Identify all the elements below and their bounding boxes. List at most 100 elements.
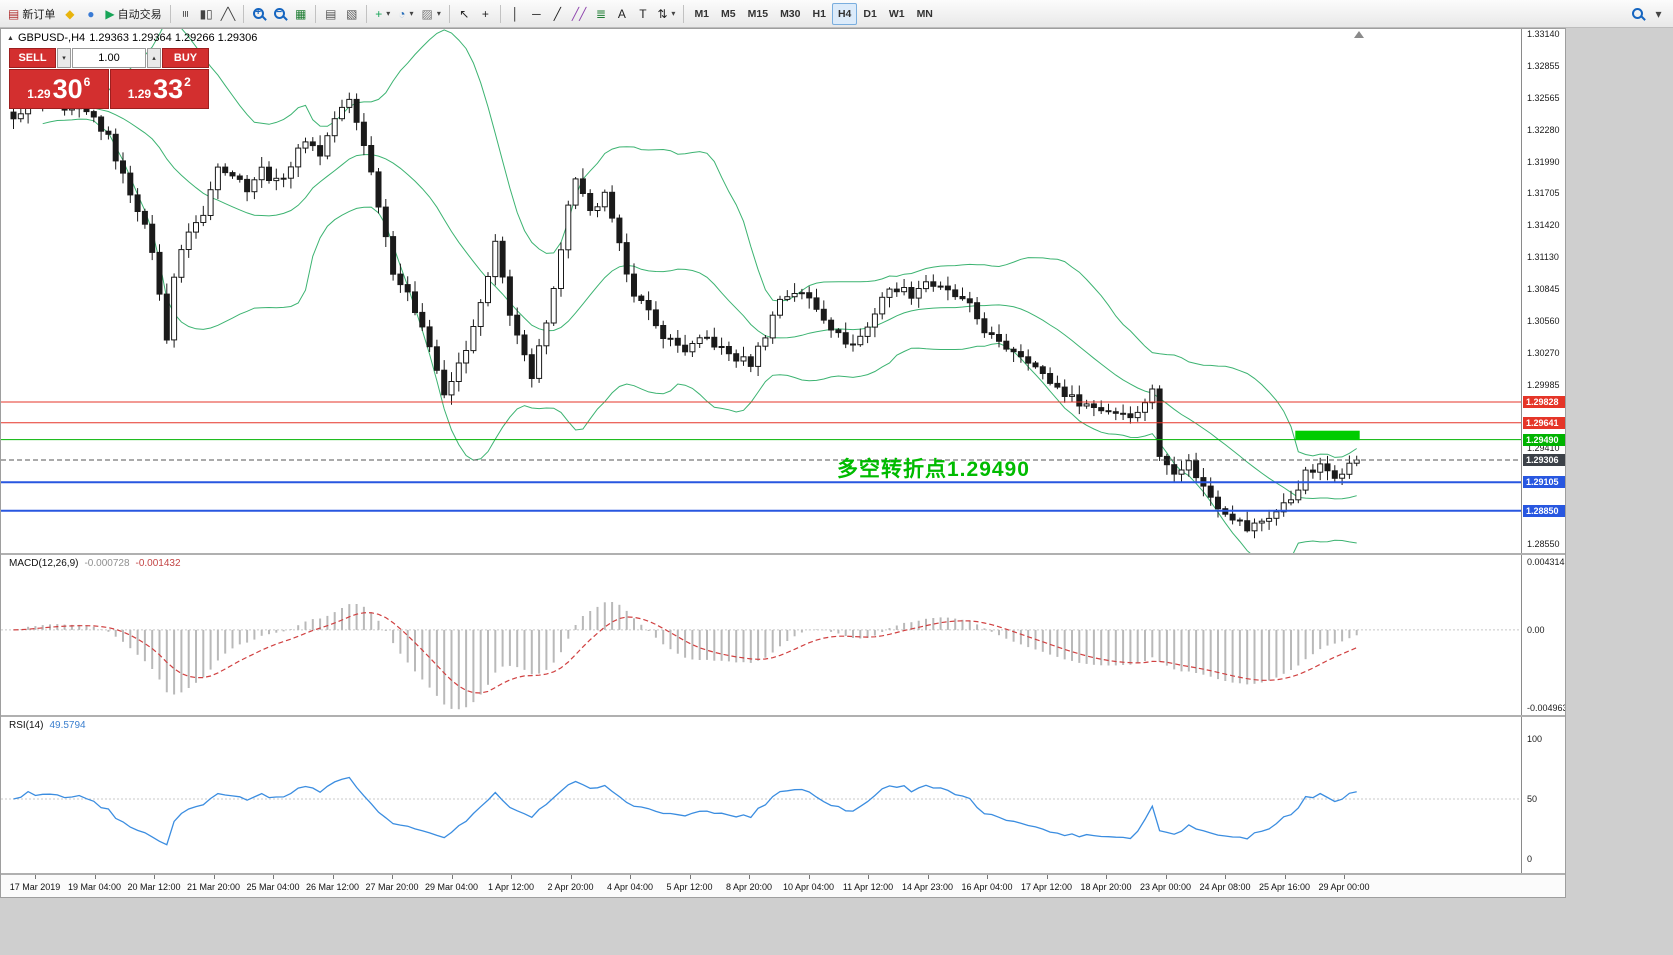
date-tick [749,875,750,879]
cascade-windows-button[interactable]: ▧ [341,3,362,25]
sell-dropdown-button[interactable]: ▾ [57,48,71,68]
price-tick-label: 1.28550 [1527,539,1560,549]
vertical-line-icon: │ [511,6,520,21]
vertical-line-button[interactable]: │ [505,3,526,25]
templates-button[interactable]: ▨ ▾ [418,3,445,25]
chart-annotation-text[interactable]: 多空转折点1.29490 [837,458,1030,481]
buy-price-small: 1.29 [127,87,152,102]
date-axis-label: 23 Apr 00:00 [1139,882,1192,892]
timeframe-d1-button[interactable]: D1 [863,7,877,20]
tile-windows-button[interactable]: ▤ [320,3,341,25]
zoom-in-button[interactable] [248,3,269,25]
horizontal-line-button[interactable]: ─ [526,3,547,25]
price-tick-label: 1.31130 [1527,252,1559,263]
autotrading-button[interactable]: ▶ 自动交易 [101,3,165,25]
macd-main-value: -0.000728 [84,558,130,569]
workspace-background [1566,28,1673,955]
panel-splitter[interactable] [1,715,1565,717]
horizontal-line-icon: ─ [532,6,541,21]
main-chart-canvas[interactable] [1,29,1521,553]
price-level-badge: 1.29828 [1523,396,1565,408]
date-tick [1046,875,1048,879]
label-button[interactable]: T [632,3,653,25]
volume-input[interactable] [72,48,146,68]
rsi-label: RSI(14) [9,720,44,731]
timeframe-w1-button[interactable]: W1 [888,7,905,20]
price-scale[interactable]: 1.33140 1.32855 1.32565 1.32280 1.31990 1.317… [1521,29,1565,875]
symbol-period-label: GBPUSD-,H4 [17,32,86,44]
volume-stepper-button[interactable]: ▴ [147,48,161,68]
cursor-arrow-icon: ↖ [459,6,470,21]
zoom-out-button[interactable] [269,3,290,25]
profiles-button[interactable]: ◔ ▾ [394,3,417,25]
buy-price-sup: 2 [184,75,191,89]
grid-button[interactable]: ▦ [290,3,311,25]
grid-icon: ▦ [295,6,307,21]
new-order-button[interactable]: ▤ 新订单 [4,3,59,25]
candlestick-icon: ▮▯ [199,6,213,21]
date-tick [570,875,572,879]
text-button[interactable]: A [611,3,632,25]
timeframe-h1-button[interactable]: H1 [812,7,826,20]
timeframe-mn-button[interactable]: MN [916,7,933,20]
chevron-down-icon: ▾ [671,9,676,18]
date-tick [273,875,274,879]
timeframe-h4-button[interactable]: H4 [831,2,858,25]
macd-canvas[interactable] [1,555,1521,715]
symbol-search-button[interactable] [1627,3,1648,25]
timeframe-m15-button[interactable]: M15 [747,7,769,20]
date-tick [987,875,988,879]
autotrading-button-label: 自动交易 [117,8,162,21]
chart-symbol-header: ▲ GBPUSD-,H4 1.29363 1.29364 1.29266 1.2… [7,32,257,44]
bar-chart-button[interactable]: ≡ [175,3,196,25]
date-axis-label: 26 Mar 12:00 [305,882,360,892]
fibonacci-button[interactable]: ≣ [590,3,611,25]
rsi-canvas[interactable] [1,717,1521,873]
toolbar-separator [499,4,501,23]
crosshair-button[interactable]: + [475,3,496,25]
date-axis-label: 29 Apr 00:00 [1318,882,1370,892]
timeframe-m1-button[interactable]: M1 [694,7,710,20]
metaeditor-button[interactable]: ◆ [59,3,80,25]
panel-splitter[interactable] [1,553,1565,555]
current-price-badge: 1.29306 [1523,454,1565,466]
date-axis-label: 4 Apr 04:00 [606,882,654,892]
rsi-scale-label: 100 [1527,734,1543,744]
cursor-button[interactable]: ↖ [454,3,475,25]
new-chart-button[interactable]: + ▾ [371,3,394,25]
toolbar: ▤新订单◆●▶自动交易≡▮▯╱╲▦▤▧+▾◔▾▨▾↖+│─╱╱╱≣AT⇅▾M1M… [0,0,1673,28]
channel-button[interactable]: ╱╱ [568,3,590,25]
tile-windows-icon: ▤ [325,6,337,21]
date-axis-label: 16 Apr 04:00 [961,882,1013,892]
timeframe-m30-button[interactable]: M30 [780,7,801,20]
date-axis-label: 20 Mar 12:00 [127,882,181,892]
trendline-icon: ╱ [553,6,562,21]
date-axis-label: 5 Apr 12:00 [666,882,713,892]
price-level-badge: 1.29105 [1523,476,1565,489]
date-tick [927,875,929,879]
timeframe-m5-button[interactable]: M5 [721,7,736,20]
date-axis-label: 25 Mar 04:00 [246,882,300,892]
toolbar-options-button[interactable]: ▾ [1648,3,1669,25]
date-tick [1106,875,1107,879]
ohlc-values: 1.29363 1.29364 1.29266 1.29306 [89,32,258,44]
panel-splitter[interactable] [1,873,1565,875]
arrows-button[interactable]: ⇅ ▾ [653,3,679,25]
crosshair-icon: + [481,6,489,21]
sell-button[interactable]: SELL [9,48,56,68]
date-tick [451,875,453,879]
trendline-button[interactable]: ╱ [547,3,568,25]
buy-button[interactable]: BUY [162,48,209,68]
buy-price-button[interactable]: 1.29 33 2 [109,69,209,109]
line-chart-button[interactable]: ╱╲ [217,3,239,25]
rsi-scale-label: 0 [1527,854,1533,864]
community-button[interactable]: ● [80,3,101,25]
new-order-icon: ▤ [8,6,20,21]
candlestick-chart-button[interactable]: ▮▯ [196,3,217,25]
highlight-rectangle[interactable] [1295,430,1360,441]
date-axis[interactable]: 17 Mar 2019 19 Mar 04:00 20 Mar 12:00 21 Ma… [1,875,1565,897]
date-tick [392,875,393,879]
sell-price-button[interactable]: 1.29 30 6 [9,69,109,109]
chart-shift-marker[interactable] [1354,31,1364,38]
date-tick [332,875,334,879]
